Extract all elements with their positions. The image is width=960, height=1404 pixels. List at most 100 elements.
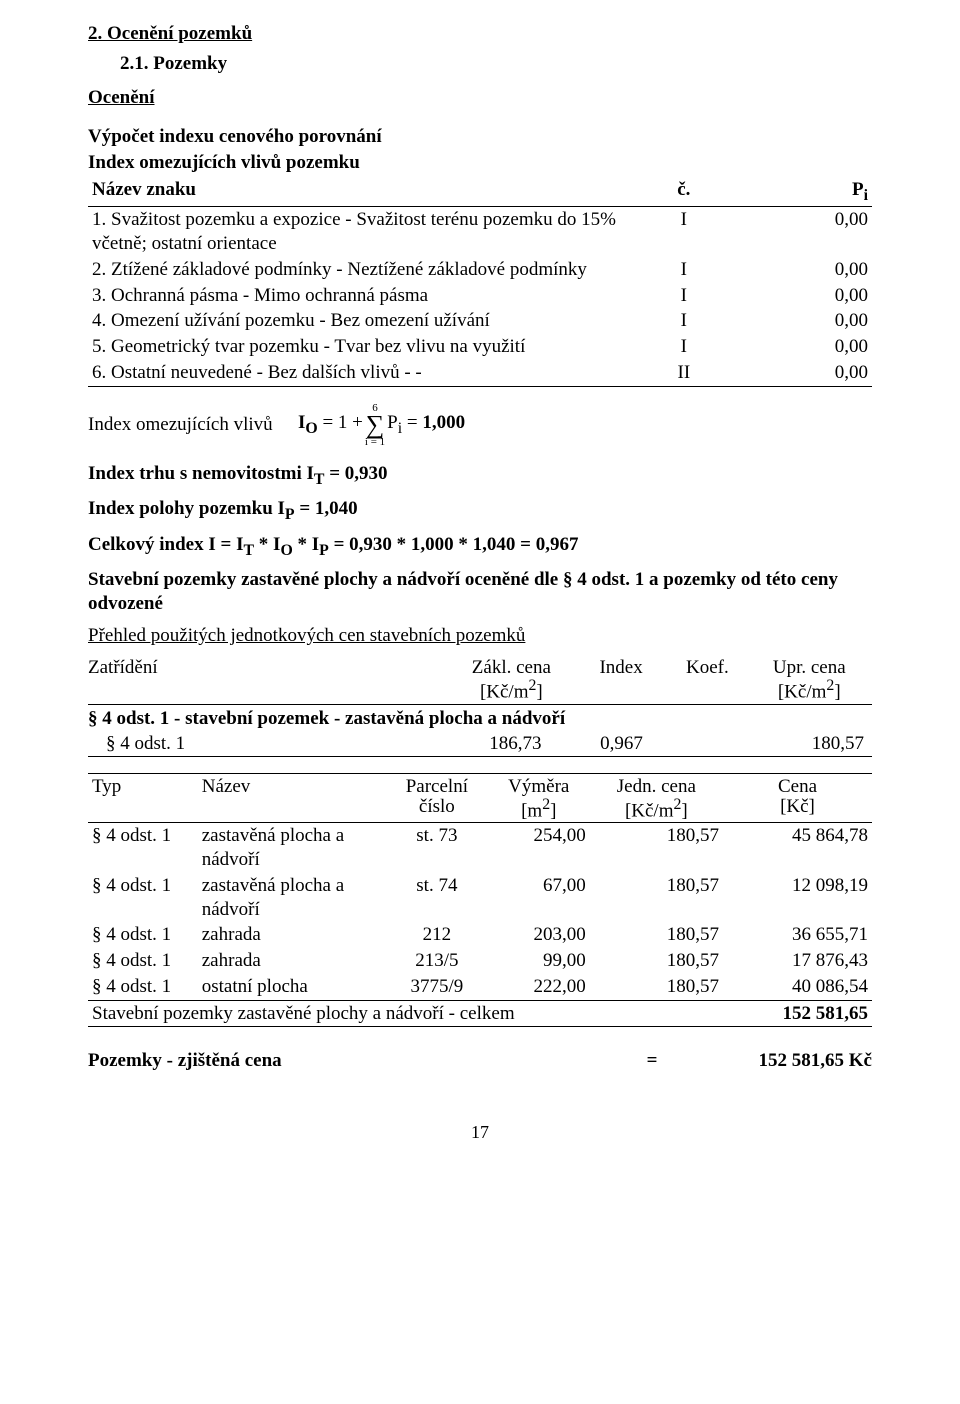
sigma-icon: 6 ∑ i = 1 — [365, 403, 385, 448]
pr-pc: 213/5 — [386, 948, 488, 974]
section-title: 2. Ocenění pozemků — [88, 22, 872, 46]
pr-typ: § 4 odst. 1 — [88, 948, 198, 974]
sp-desc: Stavební pozemky zastavěné plochy a nádv… — [88, 568, 872, 616]
ph-jedncena: Jedn. cena[Kč/m2] — [590, 774, 723, 823]
index-table-header: Název znaku č. Pi — [88, 177, 872, 207]
pr-pc: 3775/9 — [386, 974, 488, 1000]
row-name: 5. Geometrický tvar pozemku - Tvar bez v… — [88, 334, 652, 360]
row-p: 0,00 — [715, 207, 872, 257]
row-p: 0,00 — [715, 283, 872, 309]
pr-vym: 203,00 — [488, 922, 590, 948]
price-sub: § 4 odst. 1 - stavební pozemek - zastavě… — [88, 707, 872, 731]
parcel-row: § 4 odst. 1 zahrada 212 203,00 180,57 36… — [88, 922, 872, 948]
pr-jc: 180,57 — [590, 823, 723, 873]
index-row: 1. Svažitost pozemku a expozice - Svažit… — [88, 207, 872, 257]
ph-cena: Cena[Kč] — [723, 774, 872, 823]
hdr-name: Název znaku — [88, 177, 652, 207]
pr-naz: ostatní plocha — [198, 974, 386, 1000]
index-row: 4. Omezení užívání pozemku - Bez omezení… — [88, 308, 872, 334]
pr-cena: 45 864,78 — [723, 823, 872, 873]
price-header: Zatřídění Zákl. cena [Kč/m2] Index Koef.… — [88, 656, 872, 705]
final-val: 152 581,65 Kč — [672, 1049, 872, 1073]
index-row: 6. Ostatní neuvedené - Bez dalších vlivů… — [88, 360, 872, 386]
final-eq: = — [632, 1049, 672, 1073]
pr-typ: § 4 odst. 1 — [88, 823, 198, 873]
page-number: 17 — [88, 1121, 872, 1144]
ph-index: Index — [574, 656, 668, 702]
ph-parcelni: Parcelníčíslo — [386, 774, 488, 823]
parcel-row: § 4 odst. 1 ostatní plocha 3775/9 222,00… — [88, 974, 872, 1000]
sum-label: Stavební pozemky zastavěné plochy a nádv… — [88, 1000, 723, 1027]
pr-cena: 40 086,54 — [723, 974, 872, 1000]
pr-vym: 222,00 — [488, 974, 590, 1000]
pr-jc: 180,57 — [590, 948, 723, 974]
formula-prefix: IO = 1 + — [298, 411, 363, 439]
row-c: I — [652, 207, 715, 257]
parcel-row: § 4 odst. 1 zahrada 213/5 99,00 180,57 1… — [88, 948, 872, 974]
row-p: 0,00 — [715, 360, 872, 386]
row-c: II — [652, 360, 715, 386]
pr-naz: zastavěná plocha a nádvoří — [198, 873, 386, 923]
ci-line: Celkový index I = IT * IO * IP = 0,930 *… — [88, 533, 872, 561]
pr-vym: 67,00 — [488, 873, 590, 923]
ph-typ: Typ — [88, 774, 198, 823]
pr-cena: 12 098,19 — [723, 873, 872, 923]
row-c: I — [652, 308, 715, 334]
ph-vymera: Výměra[m2] — [488, 774, 590, 823]
index-table: Název znaku č. Pi 1. Svažitost pozemku a… — [88, 177, 872, 387]
row-c: I — [652, 283, 715, 309]
index-row: 3. Ochranná pásma - Mimo ochranná pásma … — [88, 283, 872, 309]
row-p: 0,00 — [715, 257, 872, 283]
pr-typ: § 4 odst. 1 — [88, 974, 198, 1000]
ph-nazev: Název — [198, 774, 386, 823]
row-name: 4. Omezení užívání pozemku - Bez omezení… — [88, 308, 652, 334]
pr-vym: 254,00 — [488, 823, 590, 873]
pr-naz: zastavěná plocha a nádvoří — [198, 823, 386, 873]
pr-naz: zahrada — [198, 922, 386, 948]
calc-heading-2: Index omezujících vlivů pozemku — [88, 151, 872, 175]
pr-jc: 180,57 — [590, 974, 723, 1000]
it-line: Index trhu s nemovitostmi IT = 0,930 — [88, 462, 872, 490]
row-c: I — [652, 334, 715, 360]
row-name: 1. Svažitost pozemku a expozice - Svažit… — [88, 207, 652, 257]
pr-vym: 99,00 — [488, 948, 590, 974]
pr-cena: 36 655,71 — [723, 922, 872, 948]
sum-val: 152 581,65 — [723, 1000, 872, 1027]
parcel-row: § 4 odst. 1 zastavěná plocha a nádvoří s… — [88, 873, 872, 923]
index-row: 2. Ztížené základové podmínky - Neztížen… — [88, 257, 872, 283]
parcel-table: Typ Název Parcelníčíslo Výměra[m2] Jedn.… — [88, 773, 872, 1027]
ip-line: Index polohy pozemku IP = 1,040 — [88, 497, 872, 525]
pr-jc: 180,57 — [590, 873, 723, 923]
hdr-c: č. — [652, 177, 715, 207]
row-p: 0,00 — [715, 308, 872, 334]
pr-naz: zahrada — [198, 948, 386, 974]
final-price: Pozemky - zjištěná cena = 152 581,65 Kč — [88, 1049, 872, 1073]
pr-index: 0,967 — [576, 732, 667, 756]
ph-koef: Koef. — [668, 656, 746, 702]
ph-uprcena: Upr. cena [Kč/m2] — [747, 656, 872, 702]
formula-label: Index omezujících vlivů — [88, 413, 298, 437]
pr-typ: § 4 odst. 1 — [88, 873, 198, 923]
pr-pc: 212 — [386, 922, 488, 948]
final-label: Pozemky - zjištěná cena — [88, 1049, 632, 1073]
pr-zakl: 186,73 — [455, 732, 576, 756]
overview-title: Přehled použitých jednotkových cen stave… — [88, 624, 872, 648]
index-row: 5. Geometrický tvar pozemku - Tvar bez v… — [88, 334, 872, 360]
pr-pc: st. 74 — [386, 873, 488, 923]
ph-zaklcena: Zákl. cena [Kč/m2] — [449, 656, 574, 702]
pr-typ: § 4 odst. 1 — [88, 922, 198, 948]
pr-typ: § 4 odst. 1 — [88, 732, 455, 756]
pr-cena: 17 876,43 — [723, 948, 872, 974]
pr-pc: st. 73 — [386, 823, 488, 873]
calc-heading-1: Výpočet indexu cenového porovnání — [88, 125, 872, 149]
row-p: 0,00 — [715, 334, 872, 360]
row-name: 2. Ztížené základové podmínky - Neztížen… — [88, 257, 652, 283]
pr-upr: 180,57 — [743, 732, 872, 756]
price-row: § 4 odst. 1 186,73 0,967 180,57 — [88, 731, 872, 758]
parcel-header: Typ Název Parcelníčíslo Výměra[m2] Jedn.… — [88, 774, 872, 823]
formula-suffix: Pi = 1,000 — [387, 411, 465, 439]
pr-jc: 180,57 — [590, 922, 723, 948]
hdr-p: Pi — [715, 177, 872, 207]
section-oceneni: Ocenění — [88, 86, 872, 110]
row-c: I — [652, 257, 715, 283]
